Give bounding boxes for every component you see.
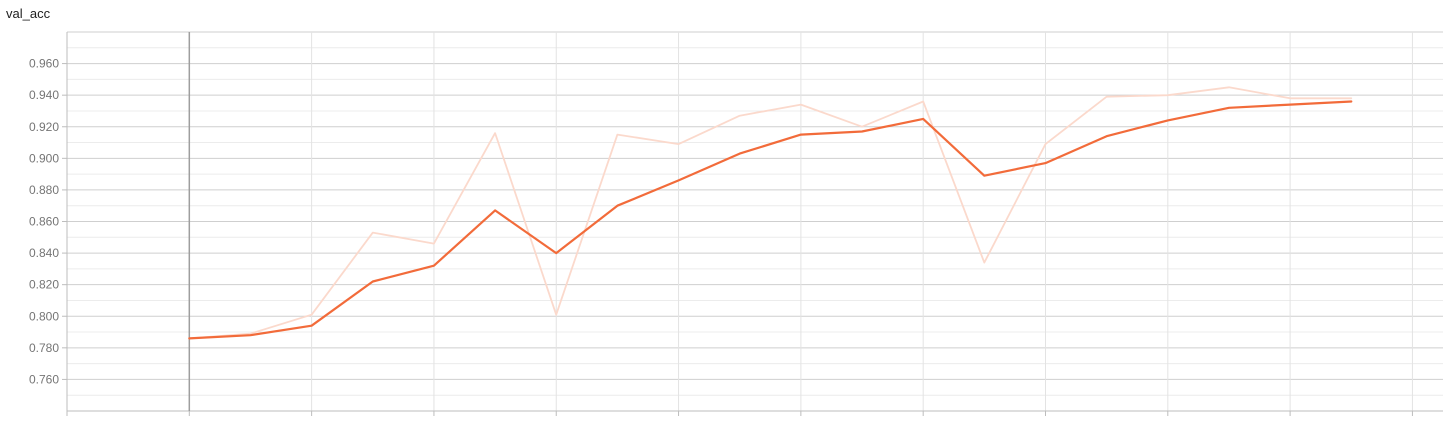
y-tick-label: 0.840 xyxy=(29,246,59,260)
grid xyxy=(66,31,1443,412)
y-tick-label: 0.860 xyxy=(29,215,59,229)
y-tick-label: 0.800 xyxy=(29,309,59,323)
y-tick-label: 0.880 xyxy=(29,183,59,197)
chart-title: val_acc xyxy=(6,6,51,21)
y-tick-label: 0.900 xyxy=(29,151,59,165)
y-tick-labels: 0.760 0.780 0.800 0.820 0.840 0.860 0.880 0.900… xyxy=(29,57,59,387)
y-tick-label: 0.820 xyxy=(29,278,59,292)
series-smoothed-line xyxy=(188,100,1353,340)
series xyxy=(188,86,1353,340)
y-tick-label: 0.760 xyxy=(29,372,59,386)
y-tick-label: 0.780 xyxy=(29,341,59,355)
y-tick-label: 0.920 xyxy=(29,120,59,134)
y-tick-label: 0.940 xyxy=(29,88,59,102)
series-raw-line xyxy=(188,86,1353,340)
axes xyxy=(62,32,1443,416)
y-tick-label: 0.960 xyxy=(29,57,59,71)
